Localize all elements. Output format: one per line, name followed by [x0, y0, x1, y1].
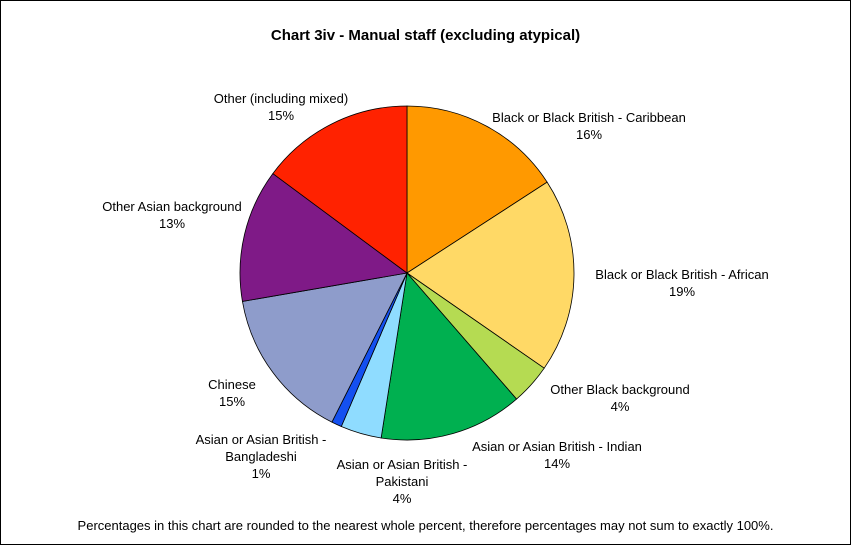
slice-label-text: Other Asian background: [102, 199, 242, 214]
slice-value-label: 4%: [610, 399, 630, 414]
slice-label: Chinese 15%: [82, 376, 382, 410]
slice-value-label: 4%: [392, 491, 412, 506]
chart-footnote: Percentages in this chart are rounded to…: [77, 518, 774, 533]
slice-label-text: Black or Black British - Caribbean: [492, 110, 686, 125]
slice-label-text: Asian or Asian British -: [195, 432, 327, 447]
slice-label: Asian or Asian British - Indian 14%: [407, 438, 707, 472]
slice-label: Black or Black British - African 19%: [532, 266, 832, 300]
pie-slice: [272, 105, 408, 274]
slice-label: Asian or Asian British - Pakistani 4%: [252, 456, 552, 507]
slice-label-text: Black or Black British - African: [595, 267, 769, 282]
pie-slice: [239, 173, 408, 302]
slice-value-label: 15%: [267, 108, 295, 123]
chart-title: Chart 3iv - Manual staff (excluding atyp…: [270, 27, 581, 44]
pie-slice: [406, 181, 575, 369]
slice-label-text: Asian or Asian British -: [336, 457, 468, 472]
slice-value-label: 19%: [668, 284, 696, 299]
pie-slice: [380, 272, 518, 441]
slice-value-label: 16%: [575, 127, 603, 142]
slice-value-label: 1%: [251, 466, 271, 481]
slice-label-text: Asian or Asian British - Indian: [472, 439, 642, 454]
slice-label-text: Pakistani: [375, 474, 429, 489]
slice-label-text: Other (including mixed): [213, 91, 349, 106]
slice-label-text: Chinese: [208, 377, 256, 392]
slice-value-label: 13%: [158, 216, 186, 231]
slice-label: Other Black background 4%: [470, 381, 770, 415]
slice-label: Asian or Asian British - Bangladeshi 1%: [111, 431, 411, 482]
slice-label: Black or Black British - Caribbean 16%: [439, 109, 739, 143]
slice-value-label: 14%: [543, 456, 571, 471]
pie-slice: [241, 272, 408, 423]
slice-label: Other Asian background 13%: [22, 198, 322, 232]
pie-slice: [406, 105, 548, 274]
slice-label: Other (including mixed) 15%: [131, 90, 431, 124]
slice-value-label: 15%: [218, 394, 246, 409]
slice-label-text: Other Black background: [550, 382, 690, 397]
slice-label-text: Bangladeshi: [225, 449, 297, 464]
